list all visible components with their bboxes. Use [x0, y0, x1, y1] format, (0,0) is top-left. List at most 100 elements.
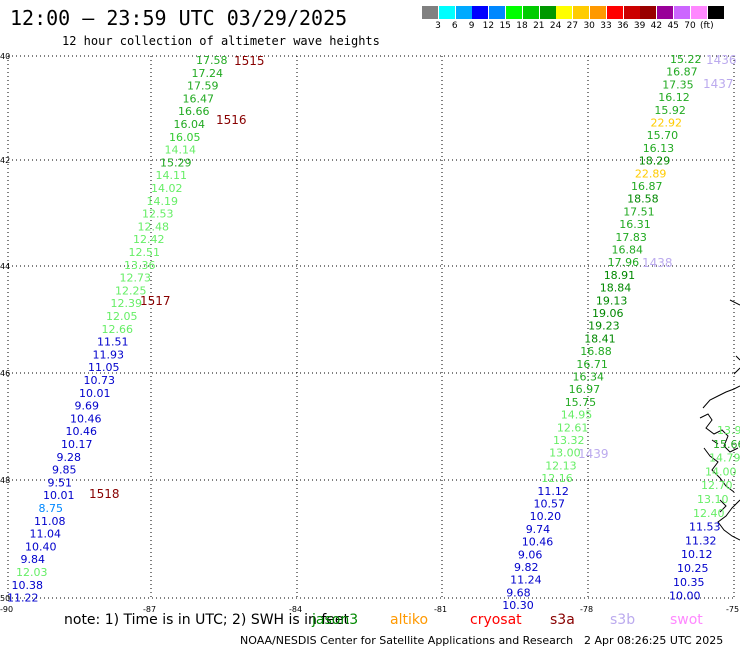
wave-height-label: 17.58 — [196, 54, 228, 67]
wave-height-map: -90 -87 -84 -81 -78 -75 40 42 44 46 48 50 17.5817.2… — [0, 52, 740, 612]
legend-swatch — [489, 6, 506, 19]
legend-swatch — [606, 6, 623, 19]
wave-height-label: 19.13 — [596, 294, 628, 307]
wave-height-label: 14.95 — [561, 409, 593, 422]
wave-height-label: 16.87 — [631, 180, 663, 193]
wave-height-label: 9.69 — [75, 400, 100, 413]
wave-height-label: 10.30 — [502, 599, 534, 612]
lat-label: 42 — [0, 156, 10, 165]
wave-height-label: 16.66 — [178, 105, 210, 118]
legend-swatch — [556, 6, 573, 19]
wave-height-label: 14.19 — [147, 195, 179, 208]
wave-height-label: 16.71 — [576, 358, 608, 371]
wave-height-label: 15.66 — [713, 438, 740, 451]
legend-tick: 6 — [451, 21, 458, 31]
wave-height-label: 10.57 — [534, 498, 566, 511]
lon-label: -90 — [0, 605, 13, 612]
wave-height-label: 14.11 — [156, 169, 188, 182]
wave-height-label: 13.36 — [124, 259, 156, 272]
wave-height-label: 12.53 — [142, 208, 174, 221]
wave-height-label: 16.84 — [612, 244, 644, 257]
wave-height-label: 10.01 — [43, 489, 75, 502]
wave-height-label: 15.75 — [565, 396, 597, 409]
legend-swatch — [539, 6, 556, 19]
wave-height-label: 9.51 — [48, 476, 73, 489]
wave-height-label: 10.38 — [12, 579, 44, 592]
wave-height-label: 12.48 — [138, 220, 170, 233]
wave-height-label: 18.58 — [627, 193, 659, 206]
wave-height-label: 11.08 — [34, 515, 66, 528]
legend-swatch — [472, 6, 489, 19]
wave-height-label: 16.05 — [169, 131, 201, 144]
wave-height-label: 17.51 — [623, 205, 655, 218]
lon-label: -87 — [143, 605, 156, 612]
generated-timestamp: 2 Apr 08:26:25 UTC 2025 — [584, 634, 724, 647]
wave-height-label: 12.13 — [545, 459, 577, 472]
wave-height-label: 12.03 — [16, 566, 48, 579]
wave-height-label: 10.46 — [66, 425, 98, 438]
pass-time-label: 1518 — [89, 487, 120, 501]
wave-height-label: 10.20 — [530, 510, 562, 523]
legend-swatch — [674, 6, 690, 19]
wave-height-label: 9.06 — [518, 548, 543, 561]
lon-label: -78 — [580, 605, 593, 612]
wave-height-label: 17.83 — [615, 231, 647, 244]
legend-tick: 39 — [633, 21, 646, 31]
wave-height-label: 14.00 — [705, 465, 737, 478]
legend-tick: 27 — [566, 21, 579, 31]
lon-label: -84 — [289, 605, 302, 612]
legend-swatch — [640, 6, 657, 19]
wave-height-label: 12.66 — [102, 323, 134, 336]
pass-time-label: 1515 — [234, 54, 265, 68]
wave-height-label: 19.23 — [588, 320, 620, 333]
pass-time-label: 1438 — [642, 256, 673, 270]
map-title: 12:00 — 23:59 UTC 03/29/2025 — [10, 6, 348, 30]
lon-label: -81 — [434, 605, 447, 612]
wave-height-label: 12.51 — [129, 246, 161, 259]
wave-height-label: 18.84 — [600, 282, 632, 295]
wave-height-label: 17.96 — [608, 256, 640, 269]
wave-height-label: 19.06 — [592, 307, 624, 320]
legend-tick: 21 — [533, 21, 545, 31]
wave-height-label: 16.97 — [569, 383, 601, 396]
wave-height-label: 16.12 — [658, 91, 690, 104]
footer-note: note: 1) Time is in UTC; 2) SWH is in fe… — [64, 612, 350, 628]
satellite-legend-item: cryosat — [470, 612, 522, 628]
wave-height-label: 13.00 — [549, 447, 581, 460]
wave-height-label: 16.13 — [643, 142, 675, 155]
wave-height-label: 10.12 — [681, 548, 713, 561]
wave-height-label: 16.31 — [619, 218, 651, 231]
credit-line: NOAA/NESDIS Center for Satellite Applica… — [240, 634, 574, 647]
legend-tick: 15 — [499, 21, 511, 31]
wave-height-label: 15.22 — [670, 53, 702, 66]
wave-height-label: 10.01 — [79, 387, 111, 400]
legend-tick: 33 — [600, 21, 612, 31]
pass-time-label: 1436 — [706, 53, 737, 67]
legend-swatch — [455, 6, 472, 19]
wave-height-label: 11.51 — [97, 336, 129, 349]
wave-height-label: 15.70 — [647, 129, 679, 142]
wave-height-label: 22.92 — [651, 117, 683, 130]
lat-label: 48 — [0, 476, 10, 485]
satellite-legend-item: swot — [670, 612, 703, 628]
wave-height-label: 16.87 — [666, 66, 698, 79]
wave-height-label: 11.04 — [30, 528, 62, 541]
legend-swatch — [623, 6, 640, 19]
wave-height-label: 11.93 — [93, 348, 125, 361]
wave-height-label: 11.53 — [689, 521, 721, 534]
wave-height-label: 12.70 — [701, 479, 733, 492]
wave-height-label: 12.16 — [541, 472, 573, 485]
pass-time-label: 1437 — [703, 77, 734, 91]
wave-height-label: 16.34 — [573, 371, 605, 384]
wave-height-label: 11.12 — [537, 485, 569, 498]
legend-swatch — [590, 6, 606, 19]
wave-height-label: 12.39 — [111, 297, 143, 310]
wave-height-label: 17.59 — [187, 80, 219, 93]
lat-label: 44 — [0, 262, 10, 271]
wave-height-label: 11.32 — [685, 534, 717, 547]
wave-height-label: 10.73 — [84, 374, 116, 387]
legend-unit: (ft) — [700, 21, 714, 31]
wave-height-label: 17.35 — [662, 78, 694, 91]
legend-swatch — [522, 6, 539, 19]
wave-height-label: 11.24 — [510, 574, 541, 587]
